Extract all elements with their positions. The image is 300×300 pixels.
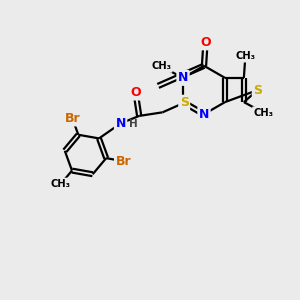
Text: CH₃: CH₃	[254, 108, 273, 118]
Text: H: H	[129, 119, 138, 129]
Text: CH₃: CH₃	[51, 179, 71, 189]
Text: Br: Br	[64, 112, 80, 125]
Text: N: N	[199, 108, 209, 121]
Text: O: O	[130, 86, 141, 99]
Text: CH₃: CH₃	[236, 51, 255, 61]
Text: S: S	[180, 96, 189, 109]
Text: O: O	[200, 36, 211, 49]
Text: CH₃: CH₃	[152, 61, 171, 71]
Text: N: N	[178, 71, 188, 84]
Text: N: N	[116, 117, 126, 130]
Text: S: S	[253, 83, 262, 97]
Text: Br: Br	[116, 155, 131, 168]
